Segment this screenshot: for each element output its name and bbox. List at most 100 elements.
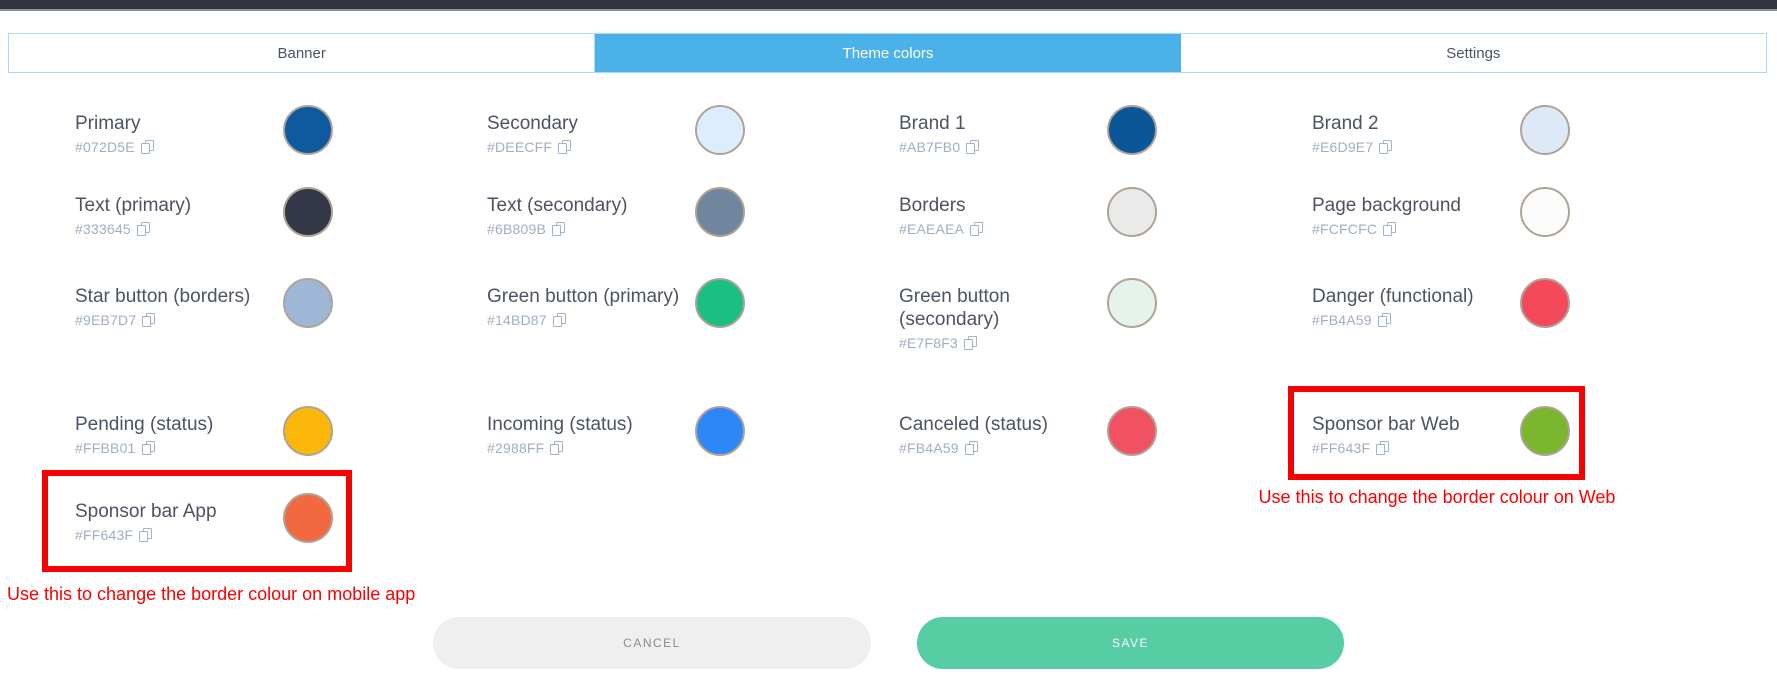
swatch-name: Canceled (status) [899,414,1048,435]
swatch-hex-row: #333645 [75,221,275,237]
copy-icon[interactable] [550,440,564,456]
color-circle[interactable] [283,493,333,543]
copy-icon[interactable] [1376,440,1390,456]
swatch-hex-row: #14BD87 [487,312,687,328]
copy-icon[interactable] [1379,139,1393,155]
swatch-hex-row: #FB4A59 [1312,312,1512,328]
color-swatch-brand-1: Brand 1 #AB7FB0 [886,105,1176,155]
copy-icon[interactable] [1383,221,1397,237]
swatch-hex-value: #EAEAEA [899,221,965,237]
swatch-hex-value: #FFBB01 [75,440,136,456]
swatch-name: Text (secondary) [487,195,628,216]
tab-settings[interactable]: Settings [1180,34,1766,72]
save-button[interactable]: SAVE [917,617,1344,669]
swatch-hex-row: #FF643F [75,527,275,543]
color-swatch-danger-functional: Danger (functional) #FB4A59 [1299,278,1589,328]
color-swatch-star-button-borders: Star button (borders) #9EB7D7 [62,278,352,328]
color-swatch-green-button-secondary: Green button (secondary) #E7F8F3 [886,278,1176,351]
copy-icon[interactable] [552,221,566,237]
swatch-labels: Canceled (status) #FB4A59 [886,413,1099,456]
swatch-name: Primary [75,113,141,134]
color-swatch-page-background: Page background #FCFCFC [1299,187,1589,237]
color-circle[interactable] [1520,105,1570,155]
swatch-hex-value: #072D5E [75,139,135,155]
swatch-name: Star button (borders) [75,286,251,307]
tab-banner[interactable]: Banner [9,34,596,72]
swatch-hex-value: #2988FF [487,440,545,456]
swatch-labels: Page background #FCFCFC [1299,194,1512,237]
swatch-name: Sponsor bar App [75,501,217,522]
color-circle[interactable] [1107,406,1157,456]
color-circle[interactable] [1107,278,1157,328]
color-circle[interactable] [1107,187,1157,237]
swatch-labels: Secondary #DEECFF [474,112,687,155]
swatch-hex-row: #FF643F [1312,440,1512,456]
color-circle[interactable] [1520,406,1570,456]
swatch-labels: Incoming (status) #2988FF [474,413,687,456]
swatch-hex-value: #FB4A59 [1312,312,1372,328]
color-circle[interactable] [1107,105,1157,155]
swatch-name: Brand 1 [899,113,966,134]
color-swatch-brand-2: Brand 2 #E6D9E7 [1299,105,1589,155]
annotation-note-web: Use this to change the border colour on … [1258,487,1616,507]
swatch-name: Green button (secondary) [899,286,1010,330]
color-circle[interactable] [283,187,333,237]
copy-icon[interactable] [966,139,980,155]
swatch-labels: Star button (borders) #9EB7D7 [62,285,275,328]
copy-icon[interactable] [1377,312,1391,328]
color-circle[interactable] [1520,187,1570,237]
copy-icon[interactable] [970,221,984,237]
swatch-hex-row: #9EB7D7 [75,312,275,328]
copy-icon[interactable] [552,312,566,328]
swatch-hex-value: #14BD87 [487,312,547,328]
top-navigation-bar [0,0,1777,11]
swatch-hex-row: #DEECFF [487,139,687,155]
swatch-name: Borders [899,195,966,216]
swatch-labels: Sponsor bar Web #FF643F [1299,413,1512,456]
swatch-hex-row: #6B809B [487,221,687,237]
color-swatch-canceled-status: Canceled (status) #FB4A59 [886,406,1176,456]
color-swatch-primary: Primary #072D5E [62,105,352,155]
color-circle[interactable] [695,105,745,155]
color-circle[interactable] [695,278,745,328]
color-swatch-secondary: Secondary #DEECFF [474,105,764,155]
swatch-labels: Brand 2 #E6D9E7 [1299,112,1512,155]
swatch-labels: Green button (primary) #14BD87 [474,285,687,328]
copy-icon[interactable] [142,312,156,328]
copy-icon[interactable] [964,335,977,351]
cancel-button[interactable]: CANCEL [433,617,871,669]
swatch-hex-row: #072D5E [75,139,275,155]
color-swatch-text-primary: Text (primary) #333645 [62,187,352,237]
swatch-name: Pending (status) [75,414,214,435]
color-circle[interactable] [283,105,333,155]
swatch-hex-value: #DEECFF [487,139,553,155]
color-circle[interactable] [1520,278,1570,328]
copy-icon[interactable] [141,440,155,456]
swatch-labels: Sponsor bar App #FF643F [62,500,275,543]
swatch-name: Page background [1312,195,1461,216]
swatch-hex-row: #E7F8F3 [899,335,1099,351]
swatch-name: Sponsor bar Web [1312,414,1460,435]
swatch-hex-value: #9EB7D7 [75,312,137,328]
annotation-note-mobile-app: Use this to change the border colour on … [7,584,416,604]
color-circle[interactable] [283,406,333,456]
swatch-hex-value: #FF643F [1312,440,1371,456]
copy-icon[interactable] [136,221,150,237]
color-circle[interactable] [283,278,333,328]
swatch-hex-value: #6B809B [487,221,547,237]
swatch-name: Text (primary) [75,195,192,216]
copy-icon[interactable] [558,139,572,155]
swatch-labels: Primary #072D5E [62,112,275,155]
swatch-labels: Text (secondary) #6B809B [474,194,687,237]
color-circle[interactable] [695,406,745,456]
copy-icon[interactable] [139,527,153,543]
copy-icon[interactable] [140,139,154,155]
tab-theme-colors[interactable]: Theme colors [595,34,1181,72]
swatch-name: Green button (primary) [487,286,680,307]
swatch-hex-row: #AB7FB0 [899,139,1099,155]
copy-icon[interactable] [964,440,978,456]
swatch-hex-row: #FFBB01 [75,440,275,456]
swatch-name: Secondary [487,113,578,134]
swatch-name: Brand 2 [1312,113,1379,134]
color-circle[interactable] [695,187,745,237]
